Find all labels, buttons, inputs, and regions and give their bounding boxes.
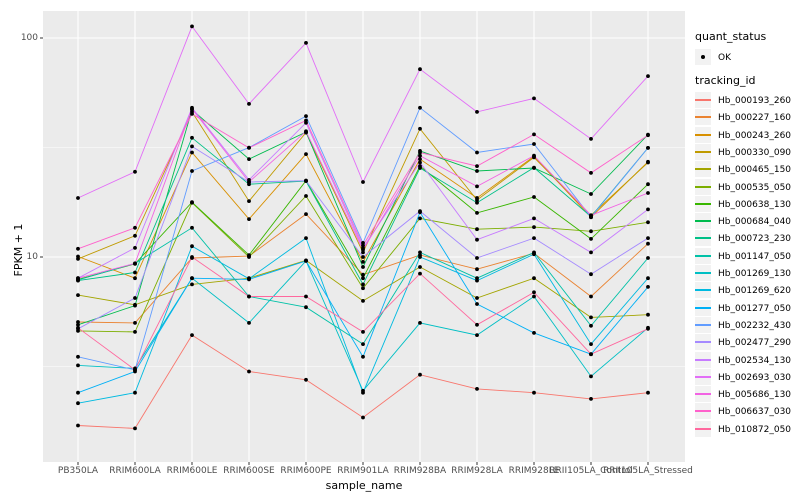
line-swatch-icon (695, 168, 711, 171)
legend-key-box (695, 316, 711, 333)
legend-entry-label: Hb_010872_050 (718, 424, 792, 435)
x-tick-label: RRII105LA_Stressed (603, 466, 693, 476)
legend-entry-label: Hb_006637_030 (718, 407, 792, 418)
legend: quant_status OK tracking_id Hb_000193_26… (695, 0, 800, 500)
legend-entry-label: Hb_001277_050 (718, 303, 792, 314)
x-axis-title: sample_name (325, 479, 403, 492)
line-swatch-icon (695, 133, 711, 136)
x-tick-label: RRIM600SE (223, 466, 275, 476)
legend-entry-label: Hb_000227_160 (718, 113, 792, 124)
legend-entry-label: Hb_002477_290 (718, 338, 792, 349)
x-tick-label: RRII105LA_Control (549, 466, 633, 476)
legend-key-box (695, 282, 711, 299)
legend-entry-label: Hb_002534_130 (718, 355, 792, 366)
line-swatch-icon (695, 185, 711, 188)
legend-entry-label: Hb_000723_230 (718, 234, 792, 245)
x-tick-label: RRIM600PE (280, 466, 332, 476)
line-swatch-icon (695, 341, 711, 344)
y-axis-title: FPKM + 1 (12, 223, 25, 277)
line-swatch-icon (695, 410, 711, 413)
x-tick-label: RRIM928LE (508, 466, 560, 476)
legend-key-box (695, 195, 711, 212)
line-swatch-icon (695, 272, 711, 274)
legend-entry-label: Hb_000193_260 (718, 96, 792, 106)
line-swatch-icon (695, 150, 711, 153)
line-swatch-icon (695, 306, 711, 309)
legend-title-tracking-id: tracking_id (695, 74, 756, 87)
legend-key-box (695, 178, 711, 195)
legend-key-box (695, 49, 711, 65)
legend-key-box (695, 126, 711, 143)
line-swatch-icon (695, 220, 711, 223)
legend-entry-label: Hb_001147_050 (718, 251, 792, 262)
line-swatch-icon (695, 393, 711, 396)
legend-entry-label: OK (718, 53, 731, 63)
legend-entry-label: Hb_000330_090 (718, 147, 792, 158)
line-swatch-icon (695, 254, 711, 257)
line-swatch-icon (695, 427, 711, 430)
x-tick-label: RRIM600LE (166, 466, 218, 476)
legend-key-box (695, 230, 711, 247)
legend-key-box (695, 247, 711, 264)
legend-key-box (695, 265, 711, 281)
legend-key-box (695, 334, 711, 351)
line-swatch-icon (695, 99, 711, 101)
line-swatch-icon (695, 323, 711, 326)
legend-key-box (695, 109, 711, 126)
line-swatch-icon (695, 237, 711, 240)
legend-entry-label: Hb_000465_150 (718, 165, 792, 176)
line-swatch-icon (695, 375, 711, 378)
legend-key-box (695, 420, 711, 437)
legend-key-box (695, 143, 711, 160)
line-swatch-icon (695, 289, 711, 292)
legend-key-box (695, 161, 711, 178)
legend-entry-label: Hb_000684_040 (718, 217, 792, 228)
legend-entry-label: Hb_005686_130 (718, 390, 792, 401)
y-tick-label: 10 (26, 252, 38, 262)
legend-key-box (695, 351, 711, 368)
legend-key-box (695, 368, 711, 385)
x-tick-label: RRIM901LA (337, 466, 389, 476)
legend-entry-label: Hb_000243_260 (718, 130, 792, 141)
x-tick-label: RRIM928BA (393, 466, 447, 476)
legend-entry-label: Hb_000638_130 (718, 199, 792, 210)
legend-key-box (695, 403, 711, 420)
legend-title-quant-status: quant_status (695, 30, 767, 43)
line-swatch-icon (695, 202, 711, 205)
point-marker-icon (701, 55, 705, 59)
legend-entry-label: Hb_001269_130 (718, 269, 792, 279)
legend-entry-label: Hb_002232_430 (718, 320, 792, 331)
line-swatch-icon (695, 358, 711, 361)
line-swatch-icon (695, 116, 711, 119)
legend-entry-label: Hb_002693_030 (718, 372, 792, 383)
x-tick-label: PB350LA (57, 466, 99, 476)
data-points (76, 24, 650, 431)
x-tick-label: RRIM600LA (109, 466, 161, 476)
legend-key-box (695, 213, 711, 230)
axis-ticks (40, 37, 649, 465)
legend-key-box (695, 92, 711, 108)
y-tick-label: 100 (20, 33, 38, 43)
legend-entry-label: Hb_001269_620 (718, 286, 792, 297)
legend-entry-label: Hb_000535_050 (718, 182, 792, 193)
legend-key-box (695, 386, 711, 403)
legend-key-box (695, 299, 711, 316)
x-tick-label: RRIM928LA (451, 466, 503, 476)
